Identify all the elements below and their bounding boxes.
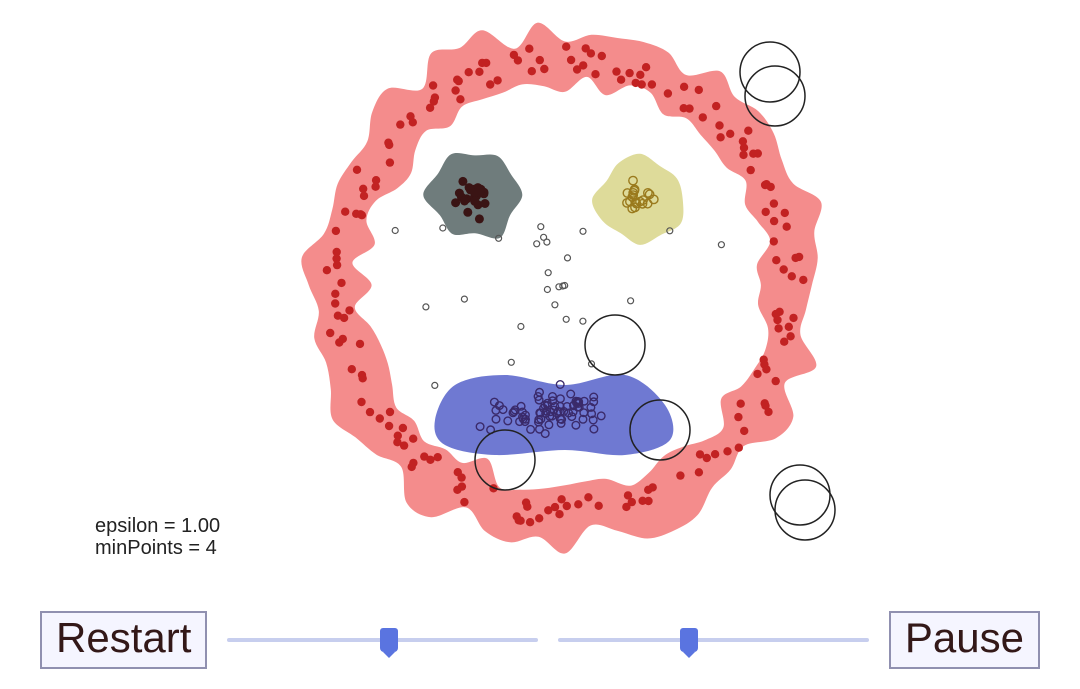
minpoints-label: minPoints = — [95, 537, 206, 559]
minpoints-value: 4 — [206, 537, 217, 559]
slider-track — [558, 638, 869, 642]
minpoints-slider[interactable] — [558, 620, 869, 660]
slider-thumb[interactable] — [680, 628, 698, 652]
slider-thumb[interactable] — [380, 628, 398, 652]
controls-bar: Restart Pause — [0, 611, 1080, 669]
epsilon-value: 1.00 — [181, 515, 220, 537]
pause-button[interactable]: Pause — [889, 611, 1040, 669]
noise-points — [392, 224, 724, 389]
restart-button[interactable]: Restart — [40, 611, 207, 669]
dbscan-visualization — [0, 0, 1080, 689]
epsilon-label: epsilon = — [95, 515, 181, 537]
epsilon-slider[interactable] — [227, 620, 538, 660]
parameter-readout: epsilon = 1.00 minPoints = 4 — [95, 515, 220, 559]
